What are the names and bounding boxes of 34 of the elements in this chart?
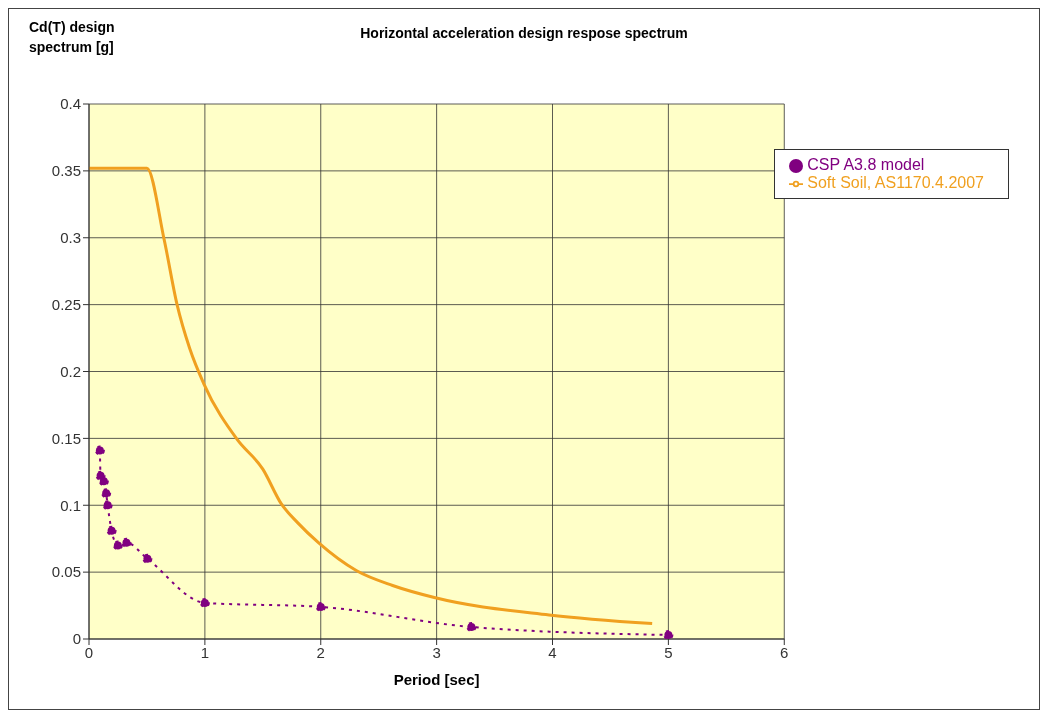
point	[199, 597, 210, 608]
line-series	[89, 166, 654, 626]
chart-title: Horizontal acceleration design respose spectrum	[360, 25, 688, 41]
x-tick-label: 4	[548, 643, 557, 661]
legend-label: Soft Soil, AS1170.4.2007	[807, 174, 984, 191]
y-tick-label: 0.3	[60, 229, 81, 247]
y-tick-label: 0	[72, 630, 81, 648]
y-tick-label: 0.25	[51, 295, 81, 313]
y-tick-label: 0.4	[60, 95, 81, 113]
y-tick-label: 0.35	[51, 162, 81, 180]
x-tick-label: 0	[84, 643, 94, 661]
y-tick-label: 0.1	[60, 496, 81, 514]
x-tick-label: 3	[432, 643, 441, 661]
point	[466, 621, 477, 632]
y-axis-title: Cd(T) design spectrum [g]	[29, 18, 115, 57]
legend-label: CSP A3.8 model	[807, 156, 925, 173]
point	[121, 537, 132, 548]
x-tick-label: 1	[200, 643, 210, 661]
point	[142, 553, 153, 564]
x-axis-title: Period [sec]	[393, 671, 480, 688]
x-tick-label: 2	[316, 643, 325, 661]
y-tick-label: 0.15	[51, 429, 81, 447]
point	[112, 540, 123, 551]
point	[315, 601, 326, 612]
point	[663, 629, 674, 639]
point	[98, 476, 109, 487]
y-tick-label: 0.05	[51, 563, 81, 581]
point	[94, 445, 105, 456]
point	[102, 500, 113, 511]
point	[106, 525, 117, 536]
point	[101, 488, 112, 499]
y-tick-label: 0.2	[60, 362, 81, 380]
x-tick-label: 6	[780, 643, 789, 661]
x-tick-label: 5	[664, 643, 673, 661]
